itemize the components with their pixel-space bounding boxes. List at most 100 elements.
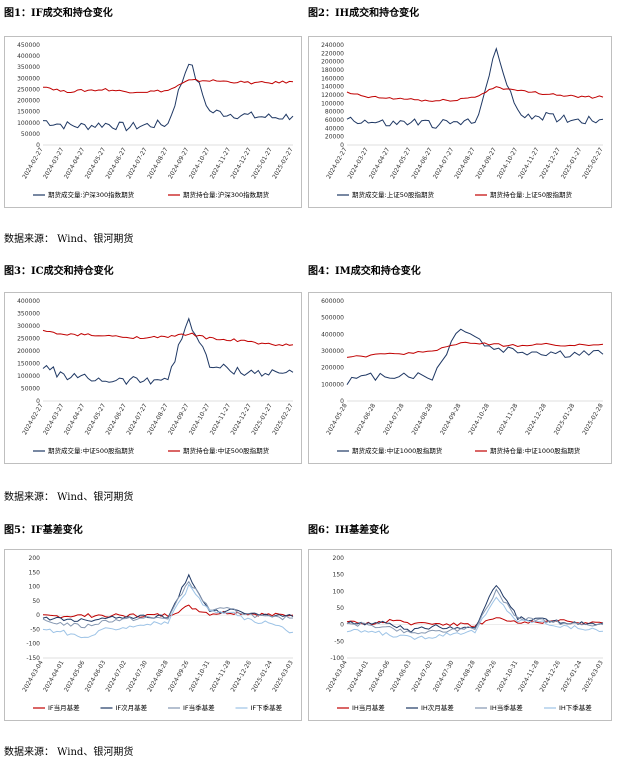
fig2-xtick-3: 2024-05-27 (389, 146, 413, 180)
source-note-1: 数据来源： Wind、银河期货 (4, 234, 134, 245)
fig4-xtick-0: 2024-05-28 (325, 402, 349, 436)
fig2-xtick-2: 2024-04-27 (368, 146, 392, 180)
fig5-xtick-0: 2024-03-04 (21, 659, 45, 693)
chart-fig3-svg: 0 50000 100000 150000 200000 250000 300000 3500… (17, 298, 295, 455)
figure-1-title: 图1：IF成交和持仓变化 (4, 8, 113, 19)
fig3-xtick-2: 2024-04-27 (63, 402, 87, 436)
fig1-ytick-5: 250000 (17, 86, 40, 93)
fig4-ytick-2: 200000 (321, 365, 344, 372)
fig1-xtick-12: 2025-02-27 (271, 146, 295, 180)
fig5-series-0-line (42, 604, 294, 619)
fig1-xtick-6: 2024-08-27 (146, 146, 170, 180)
chart-fig4-svg: 0 100000 200000 300000 400000 500000 600000 202… (321, 298, 605, 455)
fig4-xtick-6: 2024-11-28 (496, 402, 520, 436)
fig2-legend-label-0: 期货成交量:上证50股指期货 (352, 190, 434, 199)
fig3-legend-label-1: 期货持仓量:中证500股指期货 (183, 446, 270, 455)
fig4-xtick-8: 2025-01-28 (553, 402, 577, 436)
fig5-legend-label-2: IF当季基差 (183, 703, 215, 712)
fig6-series-3-line (346, 596, 604, 640)
fig6-series-2-line (346, 588, 604, 635)
fig6-legend-label-2: IH当季基差 (490, 703, 523, 712)
chart-fig6-svg: -100-500501001502002024-03-042024-04-012… (325, 555, 605, 712)
fig3-legend-label-0: 期货成交量:中证500股指期货 (48, 446, 135, 455)
fig4-series-1-line (346, 341, 604, 358)
fig6-ytick-0: -100 (330, 655, 344, 662)
fig5-xtick-6: 2024-08-28 (146, 659, 170, 693)
fig5-series-2-line (42, 580, 294, 629)
fig3-xtick-5: 2024-07-27 (125, 402, 149, 436)
chart-fig1: 0 50000 100000 150000 200000 250000 300000 3500… (4, 36, 302, 208)
fig1-series-1-line (42, 78, 294, 94)
fig2-xtick-5: 2024-07-27 (432, 146, 456, 180)
fig4-ytick-0: 0 (340, 398, 344, 405)
fig2-series-1-line (346, 86, 604, 102)
fig1-ytick-3: 150000 (17, 109, 40, 116)
fig5-series-3-line (42, 583, 294, 639)
fig3-xtick-1: 2024-03-27 (42, 402, 66, 436)
fig3-ytick-4: 200000 (17, 348, 40, 355)
fig1-xtick-8: 2024-10-27 (188, 146, 212, 180)
fig6-xtick-10: 2024-12-26 (539, 659, 563, 693)
fig6-xtick-12: 2025-03-03 (581, 659, 605, 693)
fig2-ytick-1: 20000 (325, 134, 344, 141)
fig6-legend-label-3: IH下季基差 (559, 703, 592, 712)
fig5-ytick-6: 150 (29, 569, 41, 576)
fig5-xtick-9: 2024-11-28 (209, 659, 233, 693)
fig3-xtick-8: 2024-10-27 (188, 402, 212, 436)
fig3-ytick-6: 300000 (17, 323, 40, 330)
figure-4-title: 图4：IM成交和持仓变化 (308, 266, 421, 277)
fig5-xtick-7: 2024-09-26 (167, 659, 191, 693)
fig2-ytick-3: 60000 (325, 117, 344, 124)
fig2-ytick-12: 240000 (321, 42, 344, 49)
fig3-ytick-1: 50000 (21, 386, 40, 393)
fig1-ytick-8: 400000 (17, 53, 40, 60)
fig6-legend-label-1: IH次月基差 (421, 703, 454, 712)
fig6-xtick-7: 2024-09-26 (475, 659, 499, 693)
fig3-ytick-7: 350000 (17, 311, 40, 318)
figure-2-title: 图2：IH成交和持仓变化 (308, 8, 420, 19)
fig1-ytick-0: 0 (36, 142, 40, 149)
fig1-ytick-7: 350000 (17, 64, 40, 71)
figure-6-title: 图6：IH基差变化 (308, 525, 390, 536)
fig5-ytick-2: -50 (30, 626, 40, 633)
fig3-ytick-2: 100000 (17, 373, 40, 380)
fig5-ytick-7: 200 (29, 555, 41, 562)
fig5-xtick-11: 2025-01-24 (250, 659, 274, 693)
fig1-xtick-9: 2024-11-27 (209, 146, 233, 180)
fig1-ytick-1: 50000 (21, 131, 40, 138)
fig3-xtick-11: 2025-01-27 (250, 402, 274, 436)
fig3-xtick-0: 2024-02-27 (21, 402, 45, 436)
fig1-ytick-9: 450000 (17, 42, 40, 49)
fig6-ytick-5: 150 (333, 572, 345, 579)
fig5-series-1-line (42, 573, 294, 622)
fig1-ytick-4: 200000 (17, 98, 40, 105)
fig2-xtick-4: 2024-06-27 (411, 146, 435, 180)
chart-fig2: 0 20000 40000 60000 80000 100000 120000 140000 1… (308, 36, 612, 208)
fig6-xtick-1: 2024-04-01 (347, 659, 371, 693)
fig2-ytick-9: 180000 (321, 67, 344, 74)
fig4-ytick-6: 600000 (321, 298, 344, 305)
fig1-xtick-2: 2024-04-27 (63, 146, 87, 180)
fig5-ytick-4: 50 (32, 598, 40, 605)
fig1-xtick-3: 2024-05-27 (84, 146, 108, 180)
fig2-xtick-1: 2024-03-27 (347, 146, 371, 180)
fig5-xtick-2: 2024-05-06 (63, 659, 87, 693)
fig2-xtick-9: 2024-11-27 (517, 146, 541, 180)
figure-3-title: 图3：IC成交和持仓变化 (4, 266, 114, 277)
fig6-xtick-5: 2024-07-30 (432, 659, 456, 693)
fig2-ytick-6: 120000 (321, 92, 344, 99)
fig3-xtick-6: 2024-08-27 (146, 402, 170, 436)
fig3-series-0-line (42, 317, 294, 386)
fig4-xtick-3: 2024-08-28 (411, 402, 435, 436)
fig1-ytick-2: 100000 (17, 120, 40, 127)
fig2-xtick-11: 2025-01-27 (560, 146, 584, 180)
fig4-ytick-1: 100000 (321, 381, 344, 388)
fig3-xtick-4: 2024-06-27 (105, 402, 129, 436)
fig4-ytick-5: 500000 (321, 315, 344, 322)
fig6-ytick-4: 100 (333, 588, 345, 595)
fig5-xtick-5: 2024-07-30 (125, 659, 149, 693)
chart-fig5-svg: -150 -100 -50 0 50 100 150 200 2024-03-042024-04… (21, 555, 295, 712)
fig2-xtick-6: 2024-08-27 (453, 146, 477, 180)
fig3-xtick-3: 2024-05-27 (84, 402, 108, 436)
